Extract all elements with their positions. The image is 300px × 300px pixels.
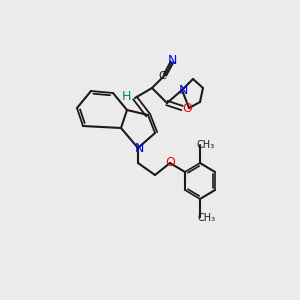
Text: O: O: [165, 155, 175, 169]
Text: N: N: [178, 83, 188, 97]
Text: CH₃: CH₃: [197, 140, 215, 150]
Text: H: H: [121, 89, 131, 103]
Text: CH₃: CH₃: [198, 213, 216, 223]
Text: N: N: [167, 55, 177, 68]
Text: N: N: [134, 142, 144, 154]
Text: O: O: [182, 103, 192, 116]
Text: C: C: [158, 71, 166, 81]
